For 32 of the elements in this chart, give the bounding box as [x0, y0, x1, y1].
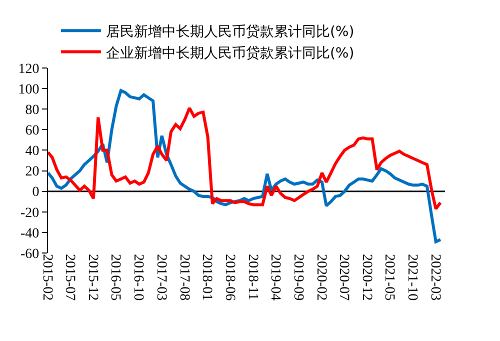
x-tick-label: 2018-06	[222, 254, 237, 301]
x-tick-label: 2017-08	[176, 254, 192, 301]
y-tick-label: 120	[18, 62, 40, 77]
y-tick-label: 100	[18, 82, 40, 98]
x-tick-label: 2020-12	[359, 254, 374, 301]
x-tick-label: 2015-02	[39, 254, 54, 301]
x-tick-label: 2016-05	[108, 254, 123, 301]
x-tick-label: 2018-01	[199, 254, 214, 301]
x-tick-label: 2018-11	[244, 254, 260, 300]
x-tick-label: 2020-07	[336, 254, 352, 301]
y-tick-label: 60	[25, 124, 40, 139]
x-tick-label: 2022-03	[427, 254, 442, 301]
x-tick-label: 2015-07	[62, 254, 77, 301]
x-tick-label: 2016-10	[130, 254, 146, 301]
line-series	[48, 106, 442, 210]
y-tick-label: 20	[25, 164, 40, 180]
y-tick-label: -20	[20, 206, 40, 221]
legend-label: 居民新增中长期人民币贷款累计同比(%)	[106, 24, 354, 40]
y-tick-label: -40	[20, 226, 40, 242]
x-tick-label: 2020-02	[313, 254, 328, 301]
x-tick-label: 2019-09	[290, 254, 306, 301]
y-tick-label: 40	[25, 144, 40, 160]
x-tick-label: 2017-03	[153, 254, 168, 301]
legend-label: 企业新增中长期人民币贷款累计同比(%)	[106, 45, 354, 62]
y-tick-label: -60	[20, 246, 40, 262]
y-tick-label: 0	[32, 185, 40, 200]
x-tick-label: 2021-10	[404, 254, 420, 301]
line-series	[48, 89, 442, 244]
y-tick-label: 80	[25, 103, 40, 118]
x-tick-label: 2021-05	[382, 254, 397, 301]
x-tick-label: 2019-04	[268, 254, 283, 301]
x-tick-label: 2015-12	[84, 254, 100, 301]
